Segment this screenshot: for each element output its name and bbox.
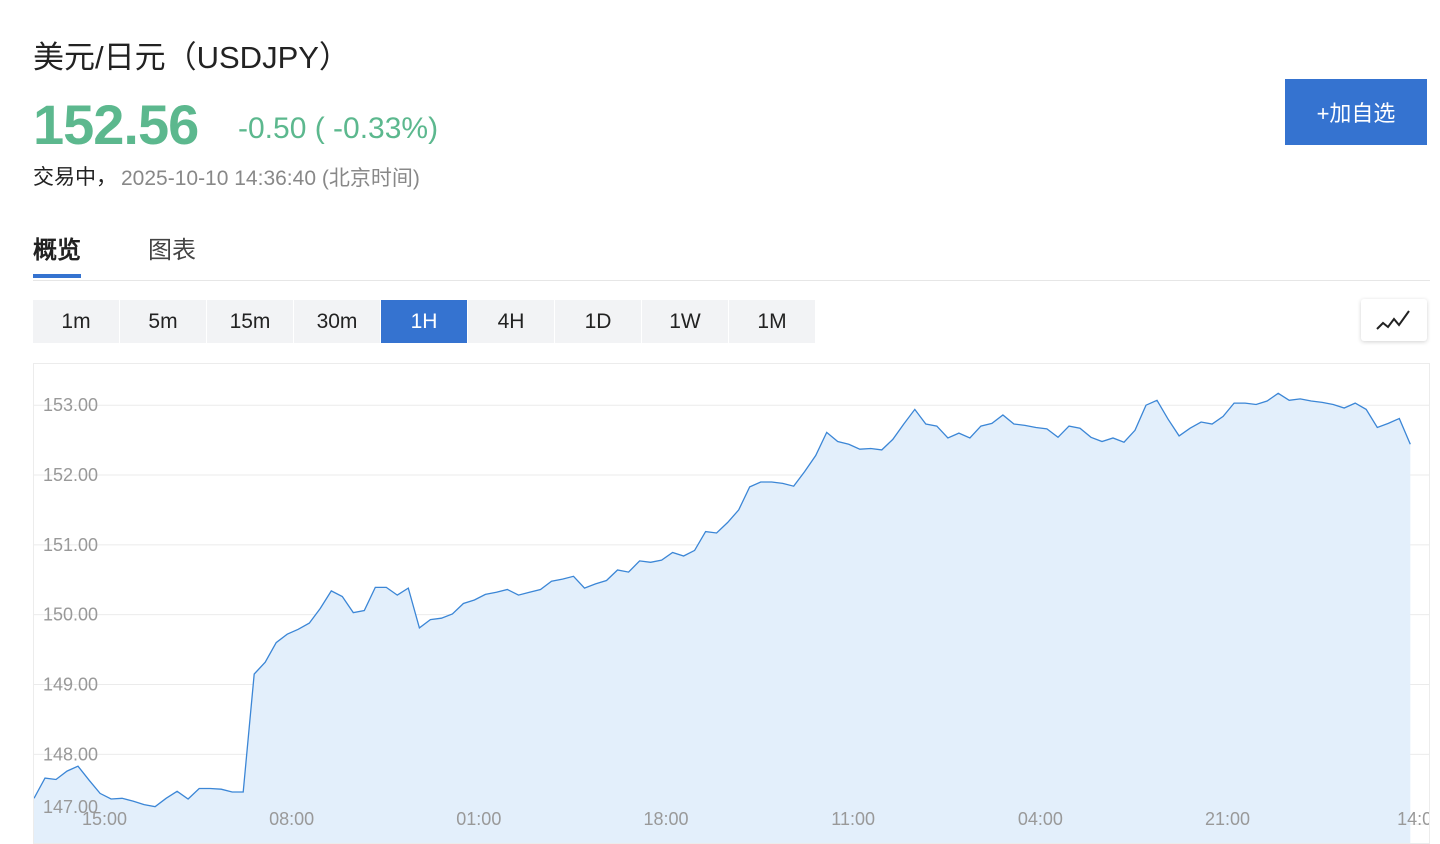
y-tick-label: 148.00 <box>43 744 98 764</box>
period-button[interactable]: 1M <box>729 300 815 343</box>
chart-style-button[interactable] <box>1361 299 1427 341</box>
y-tick-label: 147.00 <box>43 797 98 817</box>
chart-container: 147.00 148.00 149.00 150.00 151.00 152.00 153.… <box>33 363 1430 844</box>
x-tick-label: 11:00 <box>831 809 875 829</box>
tab[interactable]: 图表 <box>148 237 196 264</box>
period-button[interactable]: 4H <box>468 300 554 343</box>
x-tick-label: 14:0 <box>1397 809 1430 829</box>
period-button[interactable]: 5m <box>120 300 206 343</box>
page-title: 美元/日元（USDJPY） <box>33 40 350 75</box>
period-button[interactable]: 1H <box>381 300 467 343</box>
price-change: -0.50 ( -0.33%) <box>238 112 439 145</box>
x-tick-label: 21:00 <box>1205 809 1250 829</box>
area-fill <box>34 393 1411 843</box>
period-button[interactable]: 1D <box>555 300 641 343</box>
period-selector: 1m 5m 15m 30m 1H 4H 1D 1W 1M <box>33 300 815 343</box>
tab-bar: 概览 图表 <box>33 226 1430 281</box>
price: 152.56 <box>33 93 199 156</box>
y-tick-label: 149.00 <box>43 674 98 694</box>
y-tick-label: 152.00 <box>43 465 98 485</box>
chart-style-icon <box>1376 310 1410 330</box>
x-tick-label: 18:00 <box>643 809 688 829</box>
period-button[interactable]: 15m <box>207 300 293 343</box>
chart: 147.00 148.00 149.00 150.00 151.00 152.00 153.… <box>34 392 1430 843</box>
x-tick-label: 15:00 <box>82 809 127 829</box>
price-line <box>34 392 1411 808</box>
x-tick-label: 01:00 <box>456 809 501 829</box>
timestamp: 2025-10-10 14:36:40 (北京时间) <box>121 167 420 190</box>
y-tick-label: 151.00 <box>43 535 98 555</box>
period-button[interactable]: 30m <box>294 300 380 343</box>
y-tick-label: 153.00 <box>43 395 98 415</box>
period-button[interactable]: 1m <box>33 300 119 343</box>
icon-line <box>1376 310 1410 330</box>
tab[interactable]: 概览 <box>33 230 81 278</box>
trading-status: 交易中， <box>33 166 117 189</box>
x-tick-label: 08:00 <box>269 809 314 829</box>
add-watchlist-button[interactable]: +加自选 <box>1285 79 1427 145</box>
x-tick-label: 04:00 <box>1018 809 1063 829</box>
y-tick-label: 150.00 <box>43 605 98 625</box>
period-button[interactable]: 1W <box>642 300 728 343</box>
